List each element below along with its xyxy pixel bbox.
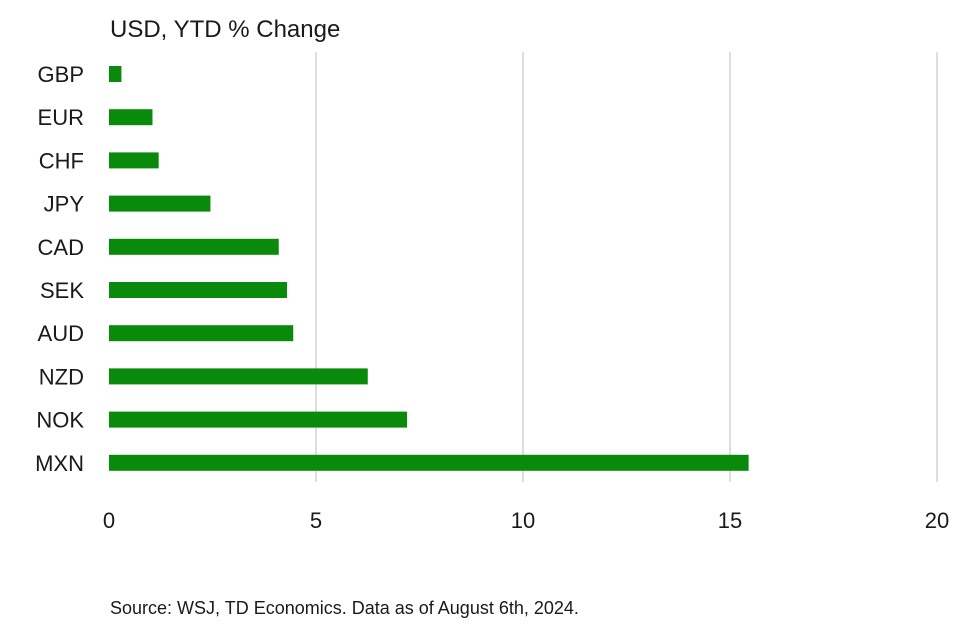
- category-label: CHF: [39, 148, 84, 173]
- bars: [109, 66, 749, 471]
- gridlines: [315, 52, 938, 482]
- x-tick-labels: 0 5 10 15 20: [103, 508, 949, 533]
- x-tick-label: 0: [103, 508, 115, 533]
- category-label: NZD: [39, 364, 84, 389]
- bar-chf: [109, 152, 159, 169]
- category-label: CAD: [38, 235, 84, 260]
- bar-gbp: [109, 66, 122, 82]
- bar-sek: [109, 282, 288, 298]
- bar-mxn: [109, 454, 749, 471]
- bar-jpy: [109, 195, 211, 212]
- category-label: AUD: [38, 321, 84, 346]
- bar-eur: [109, 109, 153, 126]
- bar-nok: [109, 411, 408, 428]
- x-tick-label: 5: [310, 508, 322, 533]
- chart-title: USD, YTD % Change: [110, 16, 341, 43]
- category-label: EUR: [38, 105, 84, 130]
- x-tick-label: 20: [925, 508, 949, 533]
- bar-cad: [109, 238, 279, 255]
- category-label: JPY: [44, 192, 85, 217]
- category-label: NOK: [36, 408, 84, 433]
- bar-aud: [109, 325, 294, 342]
- bar-nzd: [109, 368, 368, 385]
- x-tick-label: 10: [511, 508, 535, 533]
- category-label: MXN: [35, 451, 84, 476]
- category-labels: GBP EUR CHF JPY CAD SEK AUD NZD NOK MXN: [35, 62, 84, 476]
- category-label: GBP: [38, 62, 84, 87]
- x-tick-label: 15: [718, 508, 742, 533]
- source-note: Source: WSJ, TD Economics. Data as of Au…: [110, 598, 579, 618]
- category-label: SEK: [40, 278, 84, 303]
